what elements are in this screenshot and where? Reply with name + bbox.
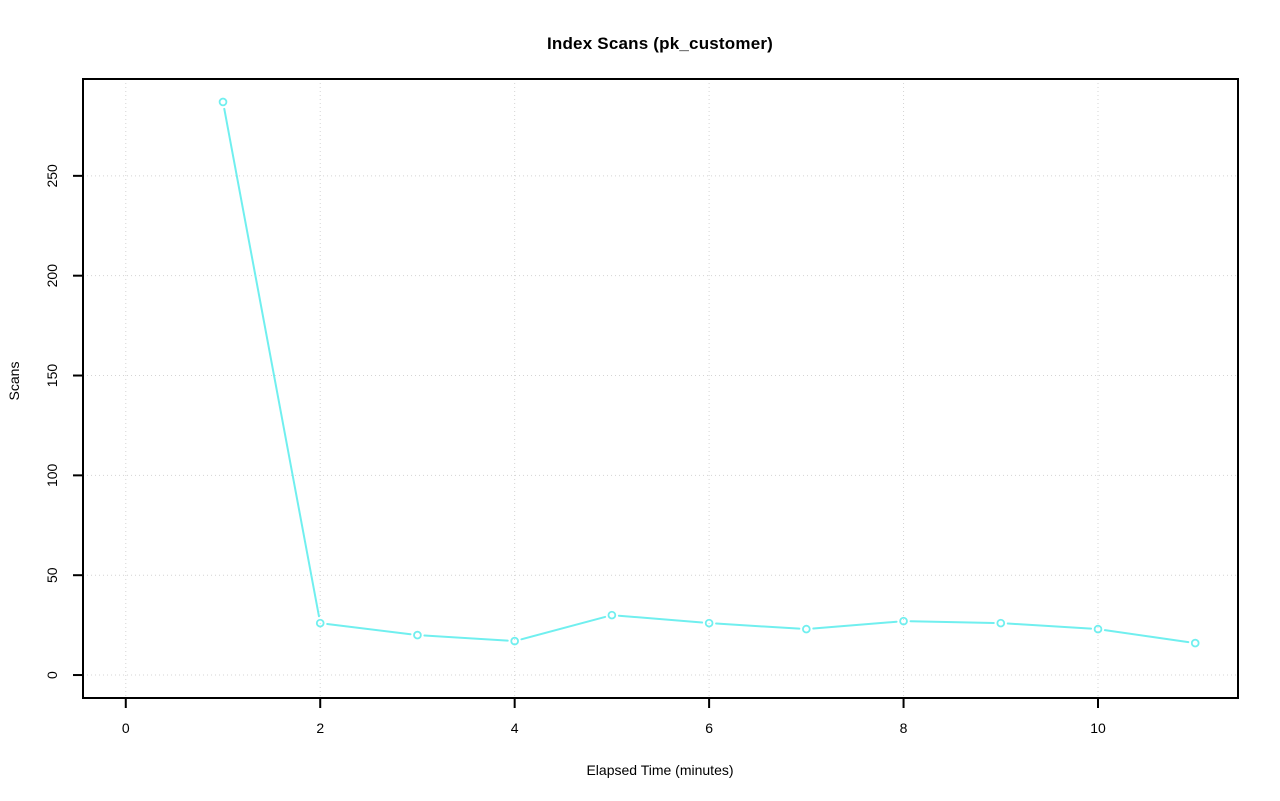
line-segment (1006, 622, 1093, 630)
x-axis-label: Elapsed Time (minutes) (586, 762, 734, 778)
x-tick-label: 10 (1090, 720, 1106, 736)
data-point (510, 636, 519, 646)
y-tick-label: 200 (44, 264, 60, 288)
data-point (1093, 624, 1103, 634)
y-tick-label: 250 (44, 164, 60, 188)
y-tick-label: 0 (44, 671, 60, 679)
y-tick-label: 50 (44, 567, 60, 583)
line-segment (423, 634, 509, 642)
data-point (413, 630, 422, 640)
data-point (218, 97, 228, 107)
data-point (996, 618, 1006, 628)
data-point (315, 618, 325, 628)
x-tick-label: 0 (122, 720, 130, 736)
line-segment (715, 622, 801, 630)
line-segment (223, 107, 320, 618)
data-point (607, 610, 617, 620)
y-tick-label: 150 (44, 364, 60, 388)
line-segment (1103, 629, 1190, 644)
plot-border (82, 78, 1239, 699)
line-segment (812, 620, 898, 630)
line-segment (909, 620, 995, 624)
line-segment (520, 615, 607, 641)
y-axis-label: Scans (6, 361, 22, 401)
line-segment (326, 622, 412, 636)
x-tick-label: 8 (900, 720, 908, 736)
line-segment (617, 614, 704, 624)
data-point (704, 618, 714, 628)
data-point (802, 624, 811, 634)
data-point (1190, 638, 1200, 648)
chart-title: Index Scans (pk_customer) (546, 34, 774, 53)
x-tick-label: 4 (511, 720, 519, 736)
x-tick-label: 2 (316, 720, 324, 736)
y-tick-label: 100 (44, 463, 60, 487)
x-tick-label: 6 (705, 720, 713, 736)
data-point (899, 616, 908, 626)
